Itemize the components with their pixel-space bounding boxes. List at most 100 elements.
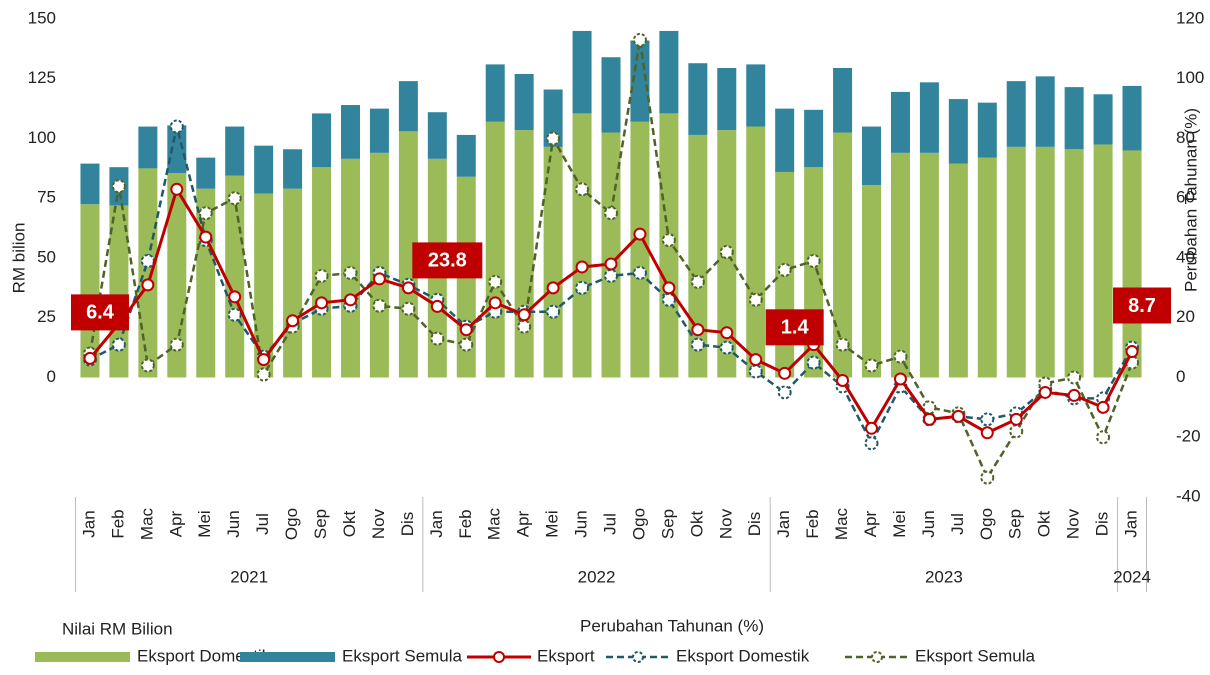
data-label: 6.4 xyxy=(86,302,115,324)
bar xyxy=(746,126,766,378)
x-tick-label: Jul xyxy=(948,513,967,535)
legend-label: Eksport Semula xyxy=(915,646,1036,665)
line-marker xyxy=(1038,376,1053,391)
bar xyxy=(196,157,216,189)
line-marker xyxy=(748,364,763,379)
annotation-box xyxy=(412,242,483,279)
line-marker xyxy=(83,351,97,365)
x-tick-label: Apr xyxy=(166,510,185,537)
line-marker xyxy=(777,385,792,400)
legend-header: Perubahan Tahunan (%) xyxy=(580,616,764,635)
line-marker xyxy=(1096,400,1110,414)
bar xyxy=(717,67,737,131)
line-marker xyxy=(662,281,676,295)
legend-marker xyxy=(493,651,505,663)
x-tick-label: Sep xyxy=(658,509,677,539)
bar xyxy=(862,126,882,186)
bar xyxy=(890,152,910,378)
line-marker xyxy=(343,293,357,307)
x-tick-label: Jul xyxy=(600,513,619,535)
line-marker xyxy=(488,274,503,289)
x-tick-label: Jun xyxy=(224,510,243,537)
bar xyxy=(80,163,100,205)
legend-header: Nilai RM Bilion xyxy=(62,619,173,638)
x-tick-label: Jan xyxy=(774,510,793,537)
y-tick-label: 75 xyxy=(37,188,56,207)
y2-axis-title: Perubahan Tahunan (%) xyxy=(1181,108,1200,292)
line-marker xyxy=(836,373,850,387)
y2-tick-label: 80 xyxy=(1176,128,1195,147)
line-marker xyxy=(198,206,213,221)
line-marker xyxy=(951,409,965,423)
line-marker xyxy=(256,367,271,382)
line-marker xyxy=(720,326,734,340)
line-marker xyxy=(922,400,937,415)
bar xyxy=(138,168,158,378)
bar xyxy=(833,67,853,133)
line-marker xyxy=(169,337,184,352)
y2-tick-label: 0 xyxy=(1176,367,1185,386)
x-tick-label: Mei xyxy=(543,510,562,537)
bar xyxy=(1006,146,1026,378)
bar xyxy=(543,89,563,147)
line-marker xyxy=(893,349,908,364)
bar xyxy=(1093,94,1113,145)
bar xyxy=(167,125,187,174)
data-label: 23.8 xyxy=(428,250,467,272)
line-marker xyxy=(546,281,560,295)
line-marker xyxy=(459,337,474,352)
bar xyxy=(485,64,505,122)
x-tick-label: Ogo xyxy=(282,508,301,540)
line-marker xyxy=(314,268,329,283)
bar xyxy=(312,113,332,168)
x-tick-label: Mac xyxy=(137,507,156,540)
bar xyxy=(948,163,968,378)
bar xyxy=(225,126,245,176)
x-tick-label: Jun xyxy=(572,510,591,537)
bar xyxy=(601,57,621,133)
line-marker xyxy=(343,265,358,280)
bar xyxy=(80,204,100,378)
line-marker xyxy=(140,358,155,373)
x-tick-label: Mei xyxy=(195,510,214,537)
line-marker xyxy=(1067,370,1082,385)
y-tick-label: 150 xyxy=(28,8,56,27)
y-tick-label: 100 xyxy=(28,128,56,147)
line-marker xyxy=(1038,385,1052,399)
line-marker xyxy=(980,470,995,485)
line-marker xyxy=(865,421,879,435)
y-tick-label: 50 xyxy=(37,247,56,266)
annotation-box xyxy=(1113,287,1172,324)
line-marker xyxy=(864,358,879,373)
bar xyxy=(225,175,245,378)
line-marker xyxy=(777,262,792,277)
bar xyxy=(254,193,274,378)
x-group-label: 2024 xyxy=(1113,567,1151,586)
x-tick-label: Jun xyxy=(919,510,938,537)
x-tick-label: Nov xyxy=(716,508,735,539)
line-marker xyxy=(1067,388,1081,402)
line-marker xyxy=(257,353,271,367)
x-tick-label: Jan xyxy=(1122,510,1141,537)
bar xyxy=(1064,87,1084,150)
bar xyxy=(833,132,853,378)
line-marker xyxy=(546,131,561,146)
bar xyxy=(688,134,708,378)
line-marker xyxy=(459,323,473,337)
line-marker xyxy=(286,314,300,328)
legend-swatch xyxy=(240,652,335,662)
line-marker xyxy=(575,182,590,197)
line-marker xyxy=(401,301,416,316)
line-marker xyxy=(632,32,647,47)
bar xyxy=(977,157,997,378)
y2-tick-label: -40 xyxy=(1176,486,1201,505)
x-tick-label: Mei xyxy=(890,510,909,537)
line-marker xyxy=(517,308,531,322)
line-marker xyxy=(111,337,126,352)
bar xyxy=(688,63,708,135)
bar xyxy=(398,131,418,378)
y2-tick-label: 60 xyxy=(1176,188,1195,207)
line-marker xyxy=(690,337,705,352)
bar xyxy=(543,146,563,378)
